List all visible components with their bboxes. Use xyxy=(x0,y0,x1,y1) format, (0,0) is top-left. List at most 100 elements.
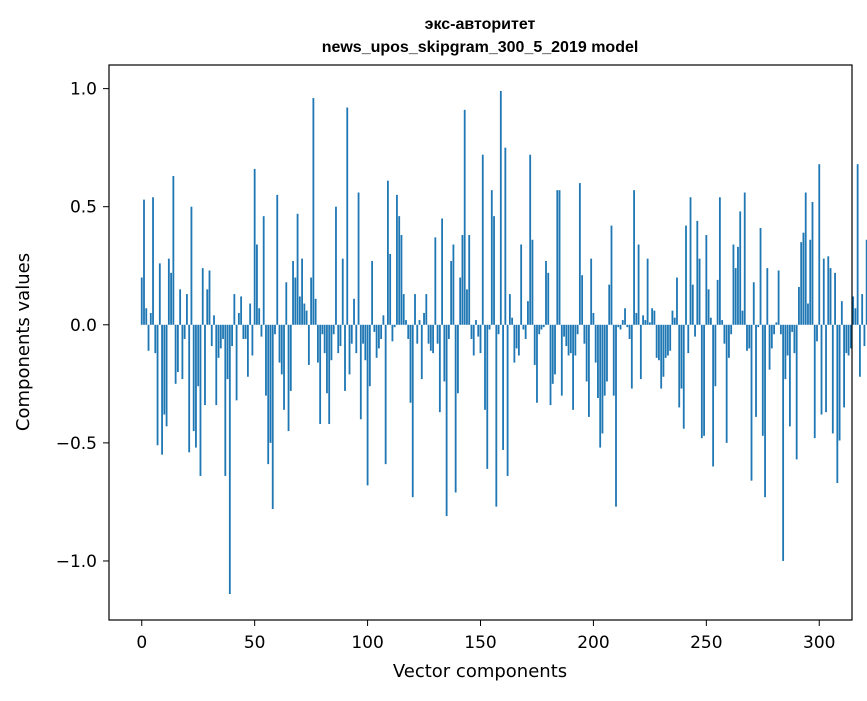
bar-component-152 xyxy=(484,324,486,410)
x-tick-label: 100 xyxy=(351,633,383,653)
bar-component-226 xyxy=(651,308,654,325)
bar-component-165 xyxy=(513,324,516,363)
bar-component-35 xyxy=(219,324,222,349)
bar-component-145 xyxy=(468,235,471,325)
bar-component-281 xyxy=(775,322,778,325)
bar-component-259 xyxy=(725,324,728,443)
bar-component-194 xyxy=(578,183,581,325)
x-tick-label: 50 xyxy=(244,633,266,653)
bar-component-138 xyxy=(452,244,455,325)
bar-component-92 xyxy=(348,324,351,375)
bar-component-214 xyxy=(624,308,626,325)
bar-component-166 xyxy=(515,324,518,349)
bar-component-297 xyxy=(811,201,814,325)
bar-component-72 xyxy=(303,303,306,325)
bar-component-76 xyxy=(312,98,315,325)
bar-component-169 xyxy=(522,324,525,330)
bar-component-88 xyxy=(339,324,342,347)
bar-component-93 xyxy=(350,324,353,344)
bar-component-213 xyxy=(621,320,624,325)
bar-component-217 xyxy=(630,324,633,389)
bar-component-164 xyxy=(511,317,514,325)
bar-component-0 xyxy=(140,277,143,325)
bar-component-32 xyxy=(213,315,215,325)
bar-component-111 xyxy=(391,324,394,342)
bar-component-292 xyxy=(800,242,803,325)
bar-component-234 xyxy=(669,324,672,351)
bar-component-238 xyxy=(678,324,681,408)
bar-component-233 xyxy=(667,324,669,356)
bar-component-219 xyxy=(635,312,638,325)
bar-component-48 xyxy=(249,303,252,325)
bar-component-65 xyxy=(287,324,290,432)
bar-component-135 xyxy=(445,324,448,517)
bar-component-300 xyxy=(818,164,821,325)
bar-component-198 xyxy=(588,324,590,417)
bar-component-117 xyxy=(405,320,407,325)
bar-component-12 xyxy=(167,258,170,325)
bar-component-136 xyxy=(447,324,450,339)
bar-component-154 xyxy=(488,324,491,330)
bar-component-305 xyxy=(829,268,832,325)
bar-component-202 xyxy=(597,324,599,398)
bar-component-78 xyxy=(316,324,319,363)
bar-component-242 xyxy=(687,324,690,354)
bar-component-4 xyxy=(149,312,152,325)
bar-component-47 xyxy=(246,324,249,377)
bar-component-59 xyxy=(274,324,276,335)
bar-component-80 xyxy=(321,324,324,335)
bar-component-170 xyxy=(524,324,527,339)
bar-component-188 xyxy=(565,324,568,347)
bar-component-280 xyxy=(773,324,775,335)
bar-component-21 xyxy=(188,324,191,453)
bar-component-162 xyxy=(506,324,509,476)
bar-component-64 xyxy=(285,282,288,325)
bar-component-212 xyxy=(619,324,622,330)
bar-component-90 xyxy=(344,324,346,391)
chart-title-line-2: news_upos_skipgram_300_5_2019 model xyxy=(322,39,639,56)
bar-component-269 xyxy=(748,324,751,349)
bar-component-249 xyxy=(703,324,705,436)
bar-component-313 xyxy=(847,324,850,356)
bar-component-228 xyxy=(655,324,658,358)
bar-component-119 xyxy=(409,324,412,403)
x-tick-label: 250 xyxy=(690,633,722,653)
bar-component-225 xyxy=(648,322,651,325)
bar-component-26 xyxy=(199,324,202,476)
bar-component-167 xyxy=(517,324,520,356)
bar-component-261 xyxy=(730,324,733,335)
bar-component-128 xyxy=(429,324,432,351)
bar-component-16 xyxy=(176,324,179,373)
bar-component-257 xyxy=(721,320,724,325)
bar-component-248 xyxy=(700,324,703,439)
bar-component-87 xyxy=(337,324,340,354)
bar-component-250 xyxy=(705,235,708,325)
bar-component-95 xyxy=(355,324,358,354)
bar-component-113 xyxy=(396,194,398,325)
y-tick-label: 0.0 xyxy=(70,316,97,336)
bar-component-272 xyxy=(755,324,757,417)
bar-component-294 xyxy=(804,192,807,325)
bar-component-284 xyxy=(782,324,785,561)
bar-component-24 xyxy=(195,324,197,448)
bar-component-215 xyxy=(626,324,629,328)
bar-component-276 xyxy=(764,324,766,498)
bar-component-181 xyxy=(549,324,552,406)
bar-component-218 xyxy=(633,190,635,325)
bar-component-273 xyxy=(757,324,760,328)
bar-component-193 xyxy=(576,324,579,335)
y-tick-label: −1.0 xyxy=(56,552,97,572)
bar-component-206 xyxy=(606,324,608,382)
bar-component-320 xyxy=(863,324,866,347)
bar-component-114 xyxy=(398,216,401,325)
bar-component-6 xyxy=(154,324,157,354)
bar-component-140 xyxy=(457,324,459,394)
bar-component-27 xyxy=(201,268,204,325)
bar-component-268 xyxy=(746,324,748,351)
bar-component-142 xyxy=(461,235,464,325)
bar-component-25 xyxy=(197,324,200,387)
bar-component-100 xyxy=(366,324,369,486)
bar-component-55 xyxy=(265,324,267,396)
bar-component-308 xyxy=(836,324,839,484)
bar-component-36 xyxy=(222,324,224,339)
